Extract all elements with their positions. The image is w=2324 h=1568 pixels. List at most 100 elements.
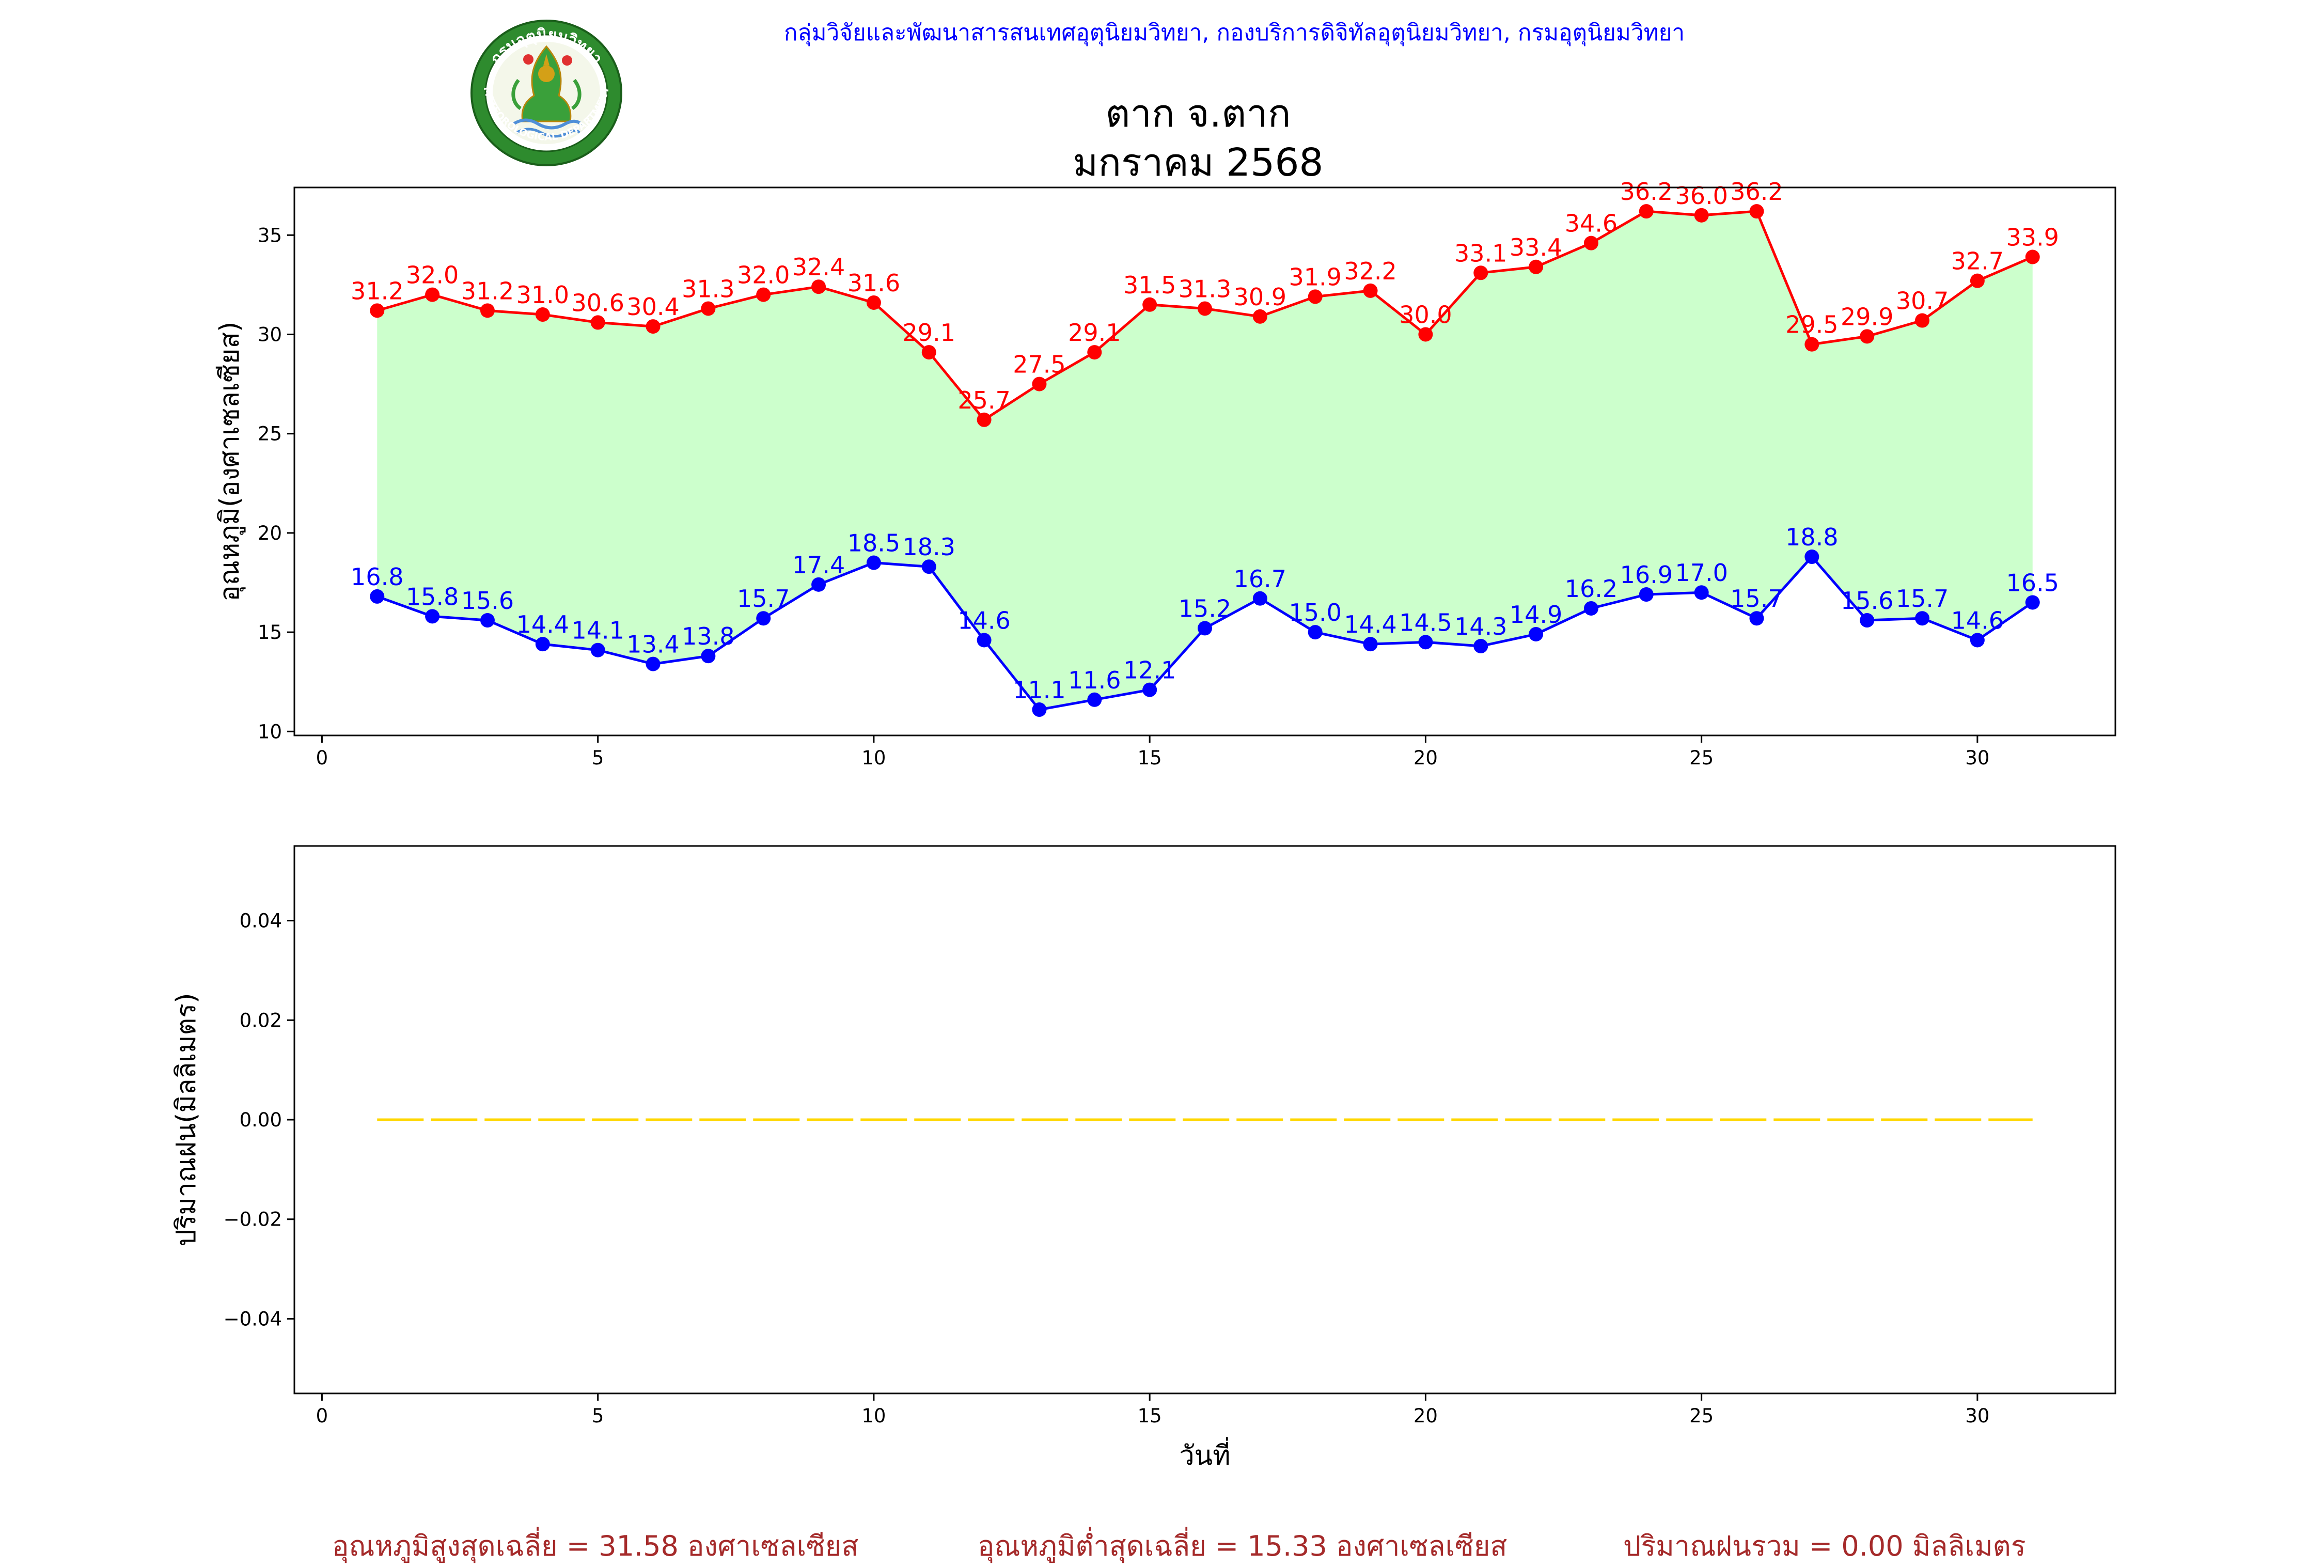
plot-frame bbox=[293, 186, 2116, 736]
x-tick-label: 20 bbox=[1414, 747, 1438, 769]
max-point bbox=[1694, 208, 1709, 223]
y-tick-label: 0.02 bbox=[240, 1009, 282, 1031]
y-tick-label: 0.04 bbox=[240, 910, 282, 932]
y-tick-label: 10 bbox=[258, 720, 282, 743]
max-point bbox=[1639, 204, 1654, 219]
max-point bbox=[1915, 313, 1930, 328]
meteorological-department-seal: กรมอุตุนิยมวิทยา METEOROLOGICAL DEPARTME… bbox=[470, 20, 622, 166]
min-data-label: 12.1 bbox=[1123, 656, 1176, 684]
y-tick-label: 25 bbox=[258, 423, 282, 445]
min-data-label: 15.6 bbox=[461, 587, 514, 615]
min-point bbox=[701, 649, 716, 664]
min-point bbox=[756, 611, 771, 626]
max-point bbox=[921, 345, 936, 360]
max-point bbox=[1308, 289, 1323, 304]
x-tick-label: 15 bbox=[1138, 747, 1162, 769]
min-data-label: 14.6 bbox=[957, 606, 1010, 634]
max-point bbox=[2025, 249, 2040, 264]
min-data-label: 16.2 bbox=[1565, 575, 1618, 603]
x-tick-label: 30 bbox=[1965, 1405, 1989, 1427]
min-point bbox=[921, 559, 936, 574]
summary-total-rain: ปริมาณฝนรวม = 0.00 มิลลิเมตร bbox=[1623, 1530, 2026, 1562]
max-point bbox=[866, 295, 881, 310]
x-tick-label: 5 bbox=[592, 747, 604, 769]
min-data-label: 18.3 bbox=[903, 533, 955, 561]
max-data-label: 31.3 bbox=[1179, 275, 1231, 303]
max-data-label: 31.0 bbox=[516, 281, 569, 309]
chart-title-month: มกราคม 2568 bbox=[1073, 140, 1324, 185]
y-tick-label: 30 bbox=[258, 323, 282, 346]
min-point bbox=[1970, 633, 1985, 648]
min-point bbox=[1363, 637, 1378, 652]
max-data-label: 32.2 bbox=[1344, 257, 1396, 285]
max-point bbox=[1473, 265, 1488, 280]
min-point bbox=[1032, 702, 1047, 717]
min-point bbox=[2025, 595, 2040, 610]
min-data-label: 13.4 bbox=[626, 631, 679, 658]
max-data-label: 30.7 bbox=[1896, 287, 1949, 315]
min-point bbox=[1142, 682, 1157, 697]
min-data-label: 15.2 bbox=[1179, 594, 1231, 622]
max-data-label: 32.7 bbox=[1951, 247, 2004, 275]
min-data-label: 17.0 bbox=[1675, 559, 1728, 587]
max-point bbox=[480, 303, 495, 318]
max-point bbox=[1087, 345, 1102, 360]
min-point bbox=[1804, 550, 1819, 565]
min-data-label: 14.3 bbox=[1454, 613, 1507, 640]
max-point bbox=[1363, 283, 1378, 298]
max-point bbox=[1583, 236, 1598, 250]
max-data-label: 36.2 bbox=[1620, 178, 1673, 206]
credit-line: กลุ่มวิจัยและพัฒนาสารสนเทศอุตุนิยมวิทยา,… bbox=[783, 20, 1685, 46]
max-data-label: 34.6 bbox=[1565, 210, 1618, 238]
max-point bbox=[1198, 301, 1212, 316]
y-axis-label: อุณหภูมิ(องศาเซลเซียส) bbox=[214, 322, 246, 602]
min-data-label: 13.8 bbox=[682, 622, 734, 650]
max-point bbox=[1418, 327, 1433, 342]
max-point bbox=[1860, 329, 1875, 344]
min-data-label: 15.7 bbox=[737, 585, 790, 613]
x-tick-label: 0 bbox=[316, 747, 328, 769]
min-point bbox=[1198, 621, 1212, 636]
max-point bbox=[535, 307, 550, 322]
min-point bbox=[1639, 587, 1654, 602]
max-data-label: 30.0 bbox=[1399, 301, 1452, 328]
min-point bbox=[1252, 591, 1267, 606]
min-data-label: 17.4 bbox=[792, 551, 845, 579]
min-data-label: 15.0 bbox=[1289, 599, 1341, 626]
y-axis-label: ปริมาณฝน(มิลลิเมตร) bbox=[171, 993, 202, 1246]
min-data-label: 11.6 bbox=[1068, 666, 1121, 694]
min-point bbox=[425, 609, 440, 624]
min-point bbox=[1583, 601, 1598, 616]
y-tick-label: 15 bbox=[258, 621, 282, 644]
max-data-label: 33.1 bbox=[1454, 239, 1507, 267]
max-point bbox=[701, 301, 716, 316]
min-point bbox=[370, 589, 385, 604]
max-data-label: 32.0 bbox=[406, 261, 459, 289]
x-tick-label: 25 bbox=[1689, 747, 1714, 769]
max-data-label: 32.4 bbox=[792, 253, 845, 281]
temperature-range-fill bbox=[377, 211, 2033, 710]
max-data-label: 32.0 bbox=[737, 261, 790, 289]
min-data-label: 15.7 bbox=[1896, 585, 1949, 613]
min-point bbox=[1694, 585, 1709, 600]
max-point bbox=[977, 412, 992, 427]
max-data-label: 36.2 bbox=[1730, 178, 1783, 206]
min-point bbox=[1473, 639, 1488, 654]
max-data-label: 31.5 bbox=[1123, 271, 1176, 299]
min-point bbox=[1860, 613, 1875, 628]
max-point bbox=[811, 279, 826, 294]
min-data-label: 14.1 bbox=[571, 617, 624, 645]
summary-avg-min: อุณหภูมิต่ำสุดเฉลี่ย = 15.33 องศาเซลเซีย… bbox=[978, 1530, 1508, 1562]
min-point bbox=[535, 637, 550, 652]
max-data-label: 31.3 bbox=[682, 275, 734, 303]
max-data-label: 33.4 bbox=[1510, 233, 1562, 261]
max-data-label: 31.2 bbox=[461, 277, 514, 305]
min-data-label: 15.8 bbox=[406, 583, 459, 610]
min-point bbox=[480, 613, 495, 628]
max-point bbox=[1970, 273, 1985, 288]
min-point bbox=[1087, 692, 1102, 707]
x-tick-label: 25 bbox=[1689, 1405, 1714, 1427]
chart-title-station: ตาก จ.ตาก bbox=[1105, 91, 1291, 136]
min-data-label: 18.8 bbox=[1785, 523, 1838, 551]
